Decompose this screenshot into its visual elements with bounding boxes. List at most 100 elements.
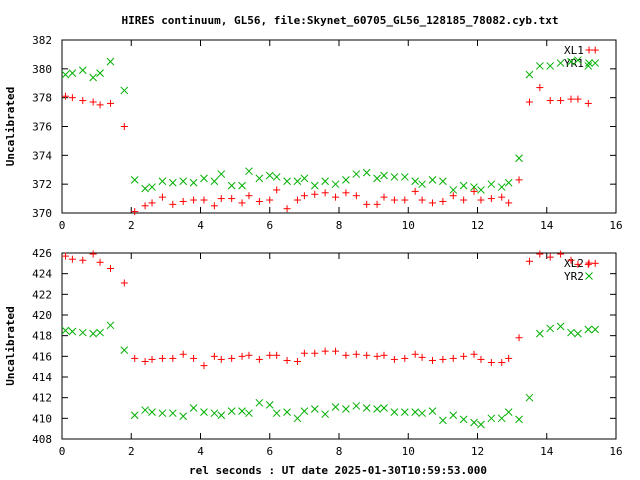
y-tick-label: 378	[32, 92, 52, 105]
data-point	[342, 351, 350, 359]
data-point	[439, 197, 447, 205]
data-point	[89, 329, 98, 338]
y-tick-label: 376	[32, 121, 52, 134]
data-point	[497, 414, 506, 423]
data-point	[141, 358, 149, 365]
data-point	[505, 354, 513, 362]
data-point	[68, 255, 76, 263]
data-point	[411, 408, 420, 416]
data-point	[591, 46, 599, 54]
data-point	[331, 403, 340, 411]
data-point	[470, 183, 478, 191]
data-point	[96, 69, 104, 78]
data-point	[272, 173, 281, 181]
x-tick-label: 0	[59, 445, 66, 458]
data-point	[380, 404, 388, 412]
data-point	[265, 171, 274, 180]
data-point	[477, 355, 485, 363]
data-point	[283, 408, 291, 416]
data-point	[217, 170, 226, 178]
data-point	[321, 177, 330, 186]
data-point	[332, 347, 340, 355]
data-point	[310, 181, 319, 190]
data-point	[120, 346, 129, 354]
data-point	[179, 350, 187, 358]
legend-marker	[585, 259, 593, 267]
data-point	[89, 98, 97, 106]
data-point	[283, 356, 291, 364]
data-point	[411, 187, 419, 195]
data-point	[200, 174, 208, 183]
data-point	[342, 175, 350, 184]
data-point	[227, 181, 236, 190]
data-point	[130, 411, 139, 420]
data-point	[96, 258, 104, 266]
data-point	[556, 322, 565, 331]
data-point	[574, 95, 582, 103]
data-point	[245, 351, 253, 359]
data-point	[574, 56, 582, 65]
legend-marker	[585, 46, 593, 54]
x-tick-label: 14	[540, 219, 554, 232]
data-point	[96, 101, 104, 109]
data-point	[283, 177, 291, 186]
data-point	[439, 416, 447, 425]
data-point	[79, 97, 87, 105]
x-tick-label: 10	[402, 219, 415, 232]
data-point	[487, 414, 496, 423]
data-point	[68, 327, 77, 336]
data-point	[373, 352, 381, 360]
data-point	[428, 199, 436, 207]
x-tick-label: 4	[197, 445, 204, 458]
data-point	[373, 200, 381, 208]
data-point	[300, 192, 308, 200]
data-point	[332, 193, 340, 201]
y-tick-label: 372	[32, 178, 52, 191]
y-tick-label: 374	[32, 149, 52, 162]
x-tick-label: 2	[128, 219, 135, 232]
data-point	[515, 154, 523, 163]
data-point	[470, 418, 478, 427]
data-point	[96, 328, 104, 337]
data-point	[591, 59, 600, 67]
data-point	[470, 187, 478, 195]
data-point	[310, 405, 319, 413]
data-point	[131, 354, 139, 362]
data-point	[68, 69, 77, 78]
data-point	[567, 57, 575, 66]
data-point	[141, 184, 149, 193]
data-point	[390, 173, 399, 181]
data-point	[515, 176, 523, 184]
data-point	[120, 123, 128, 130]
data-point	[141, 406, 149, 414]
data-point	[61, 70, 70, 79]
data-point	[428, 175, 437, 184]
data-point	[245, 409, 253, 418]
data-point	[439, 355, 447, 363]
data-point	[321, 347, 329, 355]
data-point	[470, 350, 478, 358]
data-point	[200, 408, 208, 416]
data-point	[477, 420, 485, 429]
data-point	[352, 170, 361, 178]
data-point	[401, 354, 409, 362]
y-tick-label: 410	[32, 412, 52, 425]
data-point	[460, 196, 468, 204]
data-point	[293, 177, 302, 186]
data-point	[400, 408, 409, 416]
x-tick-label: 16	[609, 445, 622, 458]
data-point	[487, 180, 496, 189]
x-tick-label: 16	[609, 219, 622, 232]
data-point	[536, 250, 544, 258]
data-point	[428, 356, 436, 364]
x-tick-label: 12	[471, 219, 484, 232]
data-point	[363, 351, 371, 359]
data-point	[273, 186, 281, 194]
data-point	[477, 196, 485, 204]
data-point	[78, 328, 87, 337]
data-point	[567, 95, 575, 103]
data-point	[439, 177, 447, 186]
data-point	[210, 409, 219, 418]
data-point	[525, 98, 533, 106]
